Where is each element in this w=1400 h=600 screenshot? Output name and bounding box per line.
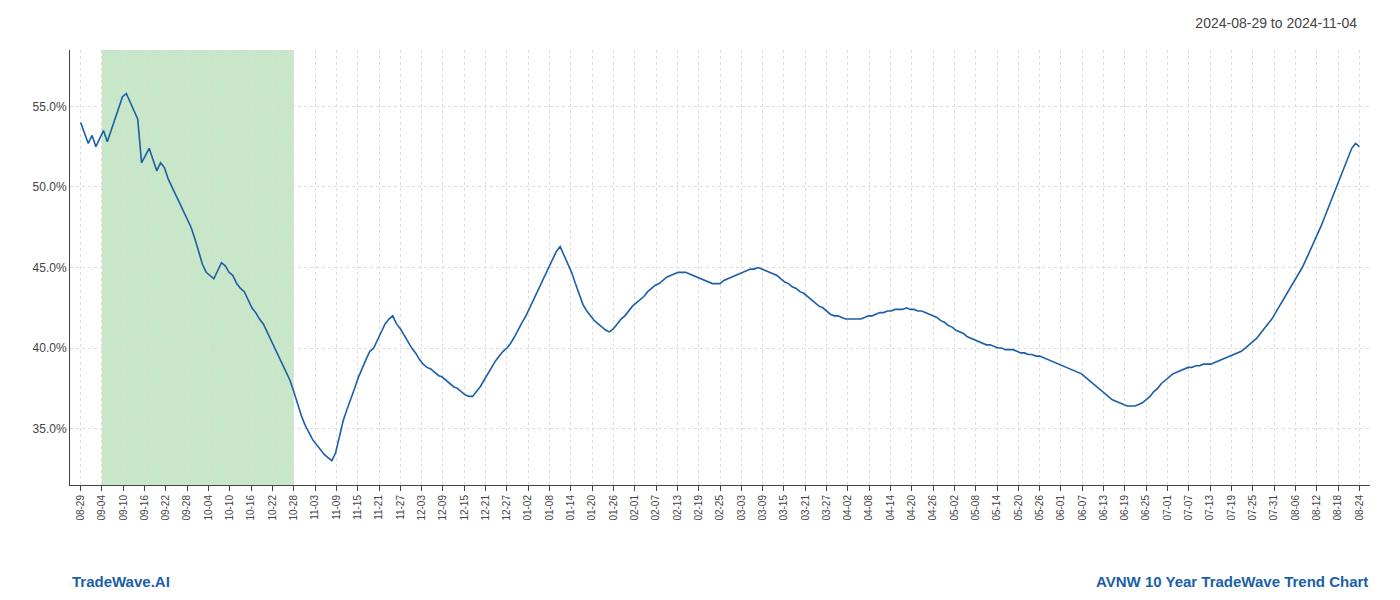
svg-text:03-03: 03-03: [736, 495, 747, 521]
svg-text:35.0%: 35.0%: [33, 422, 67, 436]
svg-text:06-19: 06-19: [1119, 495, 1130, 521]
svg-text:03-27: 03-27: [821, 495, 832, 521]
svg-text:01-20: 01-20: [586, 495, 597, 521]
svg-text:03-09: 03-09: [757, 495, 768, 521]
svg-text:45.0%: 45.0%: [33, 261, 67, 275]
svg-text:05-20: 05-20: [1013, 495, 1024, 521]
svg-text:06-01: 06-01: [1055, 495, 1066, 521]
svg-text:11-21: 11-21: [373, 495, 384, 520]
svg-text:02-07: 02-07: [650, 495, 661, 521]
svg-text:07-19: 07-19: [1226, 495, 1237, 521]
svg-text:09-16: 09-16: [139, 495, 150, 521]
svg-text:01-26: 01-26: [608, 495, 619, 521]
svg-text:04-02: 04-02: [842, 495, 853, 521]
svg-text:02-13: 02-13: [672, 495, 683, 521]
svg-text:12-09: 12-09: [437, 495, 448, 521]
svg-text:01-14: 01-14: [565, 495, 576, 521]
svg-text:10-10: 10-10: [224, 495, 235, 521]
svg-text:AVNW 10 Year TradeWave Trend C: AVNW 10 Year TradeWave Trend Chart: [1096, 573, 1368, 590]
svg-text:TradeWave.AI: TradeWave.AI: [72, 573, 170, 590]
svg-text:50.0%: 50.0%: [33, 180, 67, 194]
svg-text:04-08: 04-08: [863, 495, 874, 521]
svg-text:08-06: 08-06: [1290, 495, 1301, 521]
svg-text:07-13: 07-13: [1204, 495, 1215, 521]
svg-text:06-07: 06-07: [1077, 495, 1088, 521]
svg-text:12-27: 12-27: [501, 495, 512, 521]
svg-text:11-27: 11-27: [395, 495, 406, 520]
svg-text:08-29: 08-29: [75, 495, 86, 521]
svg-text:10-22: 10-22: [267, 495, 278, 521]
svg-text:10-16: 10-16: [245, 495, 256, 521]
svg-text:03-15: 03-15: [778, 495, 789, 521]
svg-text:01-02: 01-02: [522, 495, 533, 521]
svg-text:01-08: 01-08: [544, 495, 555, 521]
svg-text:02-25: 02-25: [714, 495, 725, 521]
svg-text:02-01: 02-01: [629, 495, 640, 521]
svg-text:04-14: 04-14: [885, 495, 896, 521]
svg-text:09-22: 09-22: [160, 495, 171, 521]
svg-text:2024-08-29 to 2024-11-04: 2024-08-29 to 2024-11-04: [1195, 15, 1357, 31]
svg-text:11-15: 11-15: [352, 495, 363, 520]
svg-text:04-20: 04-20: [906, 495, 917, 521]
svg-text:02-19: 02-19: [693, 495, 704, 521]
svg-text:12-03: 12-03: [416, 495, 427, 521]
svg-text:07-01: 07-01: [1162, 495, 1173, 521]
svg-text:03-21: 03-21: [800, 495, 811, 521]
svg-text:08-24: 08-24: [1354, 495, 1365, 521]
svg-text:11-09: 11-09: [331, 495, 342, 520]
svg-text:07-31: 07-31: [1268, 495, 1279, 521]
svg-text:05-14: 05-14: [991, 495, 1002, 521]
svg-text:08-12: 08-12: [1311, 495, 1322, 521]
svg-text:05-08: 05-08: [970, 495, 981, 521]
svg-text:09-10: 09-10: [118, 495, 129, 521]
svg-text:10-28: 10-28: [288, 495, 299, 521]
svg-text:11-03: 11-03: [309, 495, 320, 520]
svg-text:09-28: 09-28: [181, 495, 192, 521]
svg-text:12-15: 12-15: [459, 495, 470, 521]
svg-text:40.0%: 40.0%: [33, 341, 67, 355]
svg-text:06-25: 06-25: [1140, 495, 1151, 521]
svg-text:09-04: 09-04: [96, 495, 107, 521]
svg-text:10-04: 10-04: [203, 495, 214, 521]
svg-text:04-26: 04-26: [927, 495, 938, 521]
svg-text:05-26: 05-26: [1034, 495, 1045, 521]
svg-text:05-02: 05-02: [949, 495, 960, 521]
svg-text:06-13: 06-13: [1098, 495, 1109, 521]
svg-text:12-21: 12-21: [480, 495, 491, 521]
svg-text:07-25: 07-25: [1247, 495, 1258, 521]
svg-text:55.0%: 55.0%: [33, 100, 67, 114]
svg-text:07-07: 07-07: [1183, 495, 1194, 521]
svg-text:08-18: 08-18: [1332, 495, 1343, 521]
